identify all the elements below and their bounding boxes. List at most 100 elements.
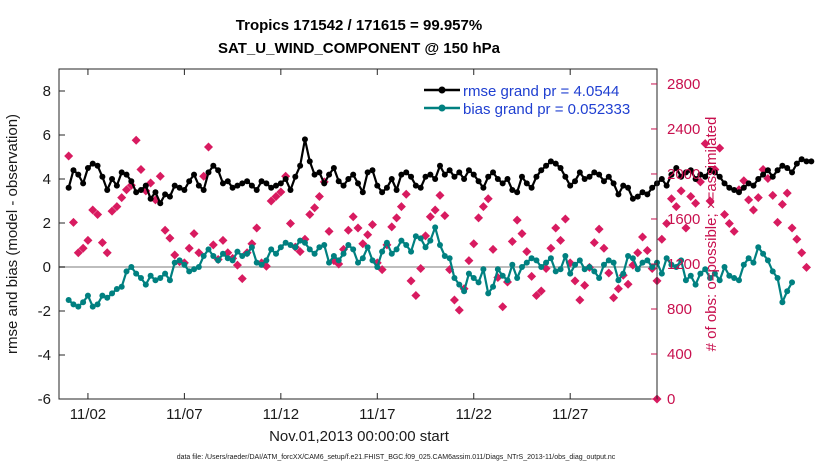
rmse-point — [350, 171, 357, 178]
rmse-point — [760, 171, 767, 178]
rmse-point — [113, 182, 120, 189]
rmse-point — [610, 180, 617, 187]
obs-assimilated-point — [324, 226, 334, 236]
bias-point — [142, 281, 149, 288]
obs-assimilated-point — [748, 205, 758, 215]
rmse-point — [176, 184, 183, 191]
rmse-point — [311, 171, 318, 178]
rmse-point — [215, 167, 222, 174]
obs-assimilated-point — [498, 302, 508, 312]
obs-assimilated-point — [724, 218, 734, 228]
rmse-point — [543, 162, 550, 169]
rmse-point — [301, 136, 308, 143]
y-right-tick-label: 0 — [667, 391, 675, 408]
bias-point — [113, 286, 120, 292]
rmse-point — [75, 171, 82, 178]
y-left-tick-label: 0 — [43, 259, 51, 276]
bias-point — [330, 253, 337, 259]
bias-point — [427, 237, 434, 244]
rmse-point — [330, 165, 337, 171]
obs-assimilated-point — [531, 290, 541, 300]
bias-point — [393, 246, 400, 253]
obs-assimilated-point — [773, 217, 783, 227]
obs-assimilated-point — [536, 286, 546, 296]
rmse-point — [504, 176, 511, 182]
bias-point — [523, 259, 530, 266]
rmse-point — [644, 191, 651, 198]
bias-point — [219, 250, 226, 257]
rmse-point — [755, 176, 762, 182]
rmse-point — [538, 167, 545, 174]
obs-assimilated-point — [411, 290, 421, 300]
obs-assimilated-point — [348, 212, 358, 222]
rmse-point — [335, 178, 342, 185]
bias-point — [726, 272, 733, 279]
bias-point — [166, 277, 173, 284]
bias-point — [99, 292, 106, 299]
bias-point — [552, 268, 559, 275]
rmse-point — [572, 178, 579, 185]
rmse-point — [142, 182, 149, 189]
bias-point — [316, 244, 323, 251]
rmse-point — [388, 176, 395, 182]
obs-assimilated-point — [353, 223, 363, 233]
bias-point — [335, 257, 342, 264]
bias-point — [615, 277, 622, 284]
rmse-point — [663, 182, 670, 189]
bias-point — [499, 272, 506, 279]
obs-assimilated-point — [232, 260, 242, 270]
obs-assimilated-point — [131, 135, 141, 145]
bias-point — [610, 259, 617, 266]
obs-assimilated-point — [522, 247, 532, 257]
chart-title-line1: Tropics 171542 / 171615 = 99.957% — [236, 17, 482, 34]
bias-point — [451, 275, 458, 281]
bias-point — [200, 253, 207, 259]
bias-point — [470, 275, 477, 281]
bias-point — [104, 294, 111, 301]
bias-point — [137, 275, 144, 281]
obs-assimilated-point — [170, 250, 180, 260]
bias-point — [128, 264, 135, 270]
bias-point — [171, 259, 178, 266]
rmse-point — [152, 189, 159, 196]
rmse-point — [557, 165, 564, 171]
bias-point — [268, 246, 275, 253]
obs-assimilated-point — [271, 191, 281, 201]
bias-point — [109, 290, 116, 297]
bias-point — [629, 255, 636, 262]
bias-point — [258, 261, 265, 268]
bias-point — [740, 261, 747, 268]
y-left-tick-label: -4 — [38, 347, 51, 364]
tick-layer: 11/02 11/07 11/12 11/17 11/22 11/27 -6 -4 -2 0 2 4 6… — [38, 69, 700, 423]
rmse-point — [784, 165, 791, 171]
obs-assimilated-point — [623, 279, 633, 289]
rmse-point — [461, 176, 468, 182]
rmse-point — [147, 195, 154, 202]
obs-assimilated-point — [93, 209, 103, 219]
rmse-point — [673, 165, 680, 171]
obs-assimilated-point — [184, 243, 194, 253]
rmse-point — [514, 189, 521, 196]
rmse-point — [422, 173, 429, 180]
rmse-point — [205, 169, 212, 176]
obs-assimilated-point — [551, 223, 561, 233]
rmse-point — [740, 184, 747, 191]
rmse-point — [745, 180, 752, 187]
obs-assimilated-point — [483, 194, 493, 204]
obs-assimilated-point — [218, 235, 228, 245]
rmse-point — [625, 184, 632, 191]
bias-point — [625, 253, 632, 259]
y-right-tick-label: 400 — [667, 346, 692, 363]
rmse-point — [277, 180, 284, 187]
bias-point — [89, 303, 96, 310]
bias-point — [518, 264, 525, 270]
rmse-point — [326, 171, 333, 178]
rmse-point — [359, 189, 366, 196]
bias-point — [224, 255, 231, 262]
obs-assimilated-point — [527, 271, 537, 281]
obs-assimilated-point — [792, 234, 802, 244]
y-axis-left-label: rmse and bias (model - observation) — [4, 114, 21, 354]
obs-assimilated-point — [681, 223, 691, 233]
rmse-point — [99, 173, 106, 180]
bias-point — [702, 266, 709, 273]
